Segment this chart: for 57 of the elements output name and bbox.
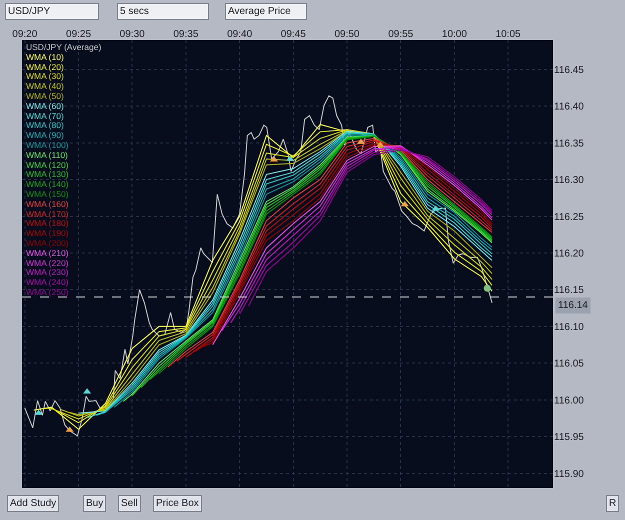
text: WMA (30): [26, 71, 64, 81]
text: WMA (40): [26, 81, 64, 91]
y-tick-label: 116.25: [554, 212, 584, 223]
text: WMA (100): [26, 140, 69, 150]
text: Price Box: [156, 498, 199, 509]
text: WMA (170): [26, 209, 69, 219]
text: Average Price: [228, 6, 292, 17]
text: 5 secs: [120, 6, 149, 17]
text: R: [609, 498, 616, 509]
y-tick-label: 115.90: [554, 468, 584, 480]
text: USD/JPY: [8, 6, 51, 17]
x-tick-label: 09:55: [388, 29, 414, 40]
text: Add Study: [10, 498, 56, 509]
text: Sell: [121, 498, 138, 509]
y-tick-label: 116.35: [554, 138, 584, 150]
text: WMA (230): [26, 267, 69, 277]
y-tick-label: 116.00: [554, 395, 584, 406]
text: USD/JPY (Average): [26, 42, 102, 52]
text: WMA (60): [26, 101, 64, 111]
text: Buy: [86, 498, 104, 509]
text: WMA (90): [26, 130, 64, 140]
y-tick-label: 116.45: [554, 64, 584, 76]
x-tick-label: 09:20: [12, 29, 38, 40]
x-tick-label: 09:40: [227, 29, 253, 40]
text: WMA (70): [26, 111, 64, 121]
text: WMA (120): [26, 160, 69, 170]
text: WMA (10): [26, 52, 64, 62]
text: WMA (110): [26, 150, 68, 160]
x-tick-label: 09:50: [334, 29, 360, 40]
text: WMA (250): [26, 287, 69, 297]
text: WMA (220): [26, 258, 69, 268]
text: WMA (50): [26, 91, 64, 101]
text: WMA (180): [26, 218, 69, 228]
text: WMA (210): [26, 248, 69, 258]
text: WMA (140): [26, 179, 69, 189]
y-tick-label: 116.15: [554, 285, 584, 296]
text: WMA (130): [26, 169, 69, 179]
y-tick-label: 116.20: [554, 248, 584, 260]
y-tick-label: 116.10: [554, 322, 584, 333]
text: WMA (20): [26, 62, 64, 72]
x-tick-label: 10:05: [496, 29, 522, 40]
text: WMA (190): [26, 228, 69, 238]
text: WMA (150): [26, 189, 69, 199]
y-tick-label: 116.40: [554, 102, 584, 113]
x-tick-label: 10:00: [442, 29, 468, 40]
y-tick-label: 115.95: [554, 432, 584, 444]
y-tick-label: 116.05: [554, 358, 584, 370]
ref-line-label: 116.14: [558, 300, 588, 311]
text: WMA (80): [26, 120, 64, 130]
y-tick-label: 116.30: [554, 175, 584, 186]
text: WMA (160): [26, 199, 69, 209]
x-tick-label: 09:35: [173, 29, 199, 40]
x-tick-label: 09:25: [66, 29, 92, 40]
x-tick-label: 09:30: [120, 29, 146, 40]
text: WMA (200): [26, 238, 69, 248]
x-tick-label: 09:45: [280, 29, 306, 40]
text: WMA (240): [26, 277, 69, 287]
